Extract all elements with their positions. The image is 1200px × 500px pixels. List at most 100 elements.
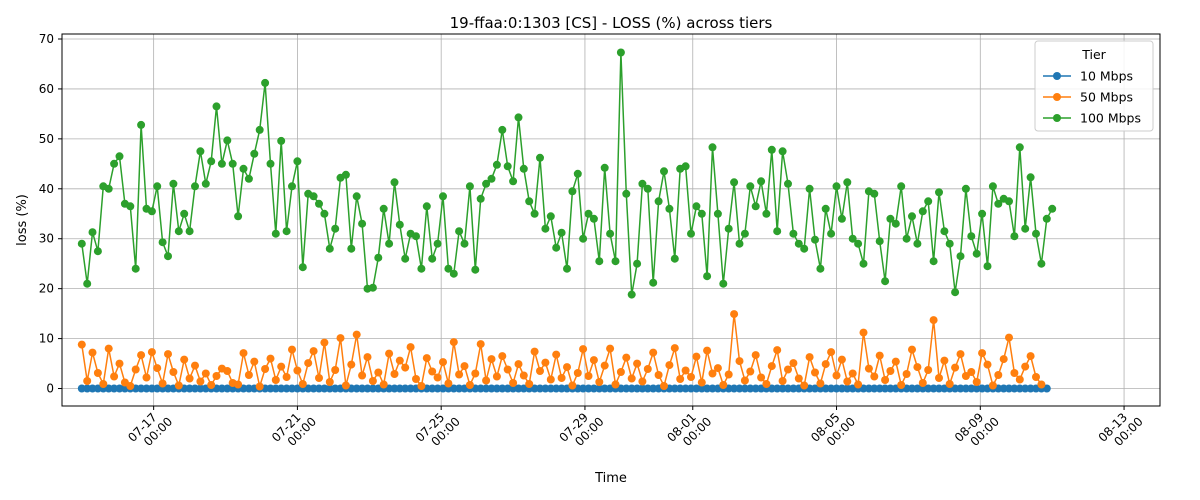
data-point	[713, 209, 722, 218]
data-point	[147, 348, 156, 357]
data-point	[293, 157, 302, 166]
data-point	[568, 187, 577, 196]
data-point	[83, 279, 92, 288]
data-point	[514, 113, 523, 122]
data-point	[778, 377, 787, 385]
data-point	[519, 164, 528, 173]
data-point	[196, 147, 205, 156]
data-point	[217, 159, 226, 168]
data-point	[924, 197, 933, 206]
data-point	[417, 382, 426, 390]
data-point	[573, 169, 582, 178]
plot-frame	[61, 33, 1161, 407]
data-point	[201, 179, 210, 188]
data-point	[541, 224, 550, 233]
data-point	[207, 381, 216, 389]
data-point	[552, 350, 561, 359]
data-point	[401, 363, 410, 372]
data-point	[417, 264, 426, 273]
data-point	[999, 355, 1008, 364]
data-point	[439, 192, 447, 201]
data-point	[277, 136, 286, 145]
data-point	[697, 209, 706, 218]
data-point	[568, 381, 577, 390]
legend-title: Tier	[1081, 47, 1106, 62]
data-point	[465, 381, 474, 389]
data-point	[455, 370, 464, 379]
data-point	[843, 377, 852, 386]
data-point	[379, 380, 388, 389]
data-point	[789, 229, 798, 238]
data-point	[315, 199, 323, 208]
data-point	[665, 361, 674, 370]
data-point	[811, 235, 819, 244]
data-point	[848, 369, 857, 378]
data-point	[525, 197, 534, 206]
data-point	[244, 174, 253, 183]
data-point	[180, 209, 189, 218]
data-point	[341, 170, 350, 179]
data-point	[967, 232, 976, 241]
data-point	[514, 360, 523, 369]
data-point	[994, 199, 1003, 208]
data-point	[390, 178, 399, 187]
data-point	[579, 345, 588, 354]
data-point	[584, 372, 593, 380]
data-point	[681, 366, 690, 375]
legend-label: 100 Mbps	[1080, 111, 1141, 126]
data-point	[228, 159, 237, 168]
data-point	[298, 380, 307, 388]
data-point	[379, 204, 388, 213]
data-point	[589, 214, 598, 223]
data-point	[983, 262, 992, 271]
data-point	[126, 202, 135, 211]
data-point	[352, 192, 361, 201]
data-point	[271, 376, 280, 384]
data-point	[422, 202, 431, 211]
data-point	[476, 194, 485, 203]
data-point	[972, 249, 981, 258]
data-point	[622, 353, 631, 362]
data-point	[250, 357, 259, 366]
data-point	[336, 334, 345, 343]
data-point	[751, 202, 760, 211]
data-point	[412, 375, 420, 383]
data-point	[681, 162, 690, 171]
data-point	[595, 257, 604, 266]
data-point	[395, 220, 404, 229]
data-point	[331, 224, 340, 233]
data-point	[660, 382, 668, 390]
data-point	[870, 372, 879, 381]
data-point	[374, 253, 383, 262]
data-point	[196, 377, 205, 386]
data-point	[978, 209, 987, 218]
data-point	[800, 244, 809, 253]
data-point	[719, 381, 728, 389]
data-point	[449, 338, 458, 347]
data-point	[536, 367, 544, 375]
data-point	[924, 366, 933, 374]
data-point	[498, 125, 507, 134]
data-point	[891, 219, 900, 228]
data-point	[956, 350, 965, 359]
data-point	[579, 234, 588, 243]
data-point	[827, 229, 836, 238]
data-point	[164, 350, 172, 359]
data-point	[643, 365, 652, 373]
data-point	[131, 365, 140, 374]
data-point	[816, 379, 825, 388]
data-point	[821, 360, 830, 369]
data-point	[1015, 143, 1024, 152]
data-point	[320, 209, 329, 218]
data-point	[266, 354, 275, 363]
data-point	[940, 227, 949, 236]
data-point	[654, 197, 663, 206]
data-point	[665, 204, 674, 213]
data-point	[358, 219, 367, 228]
data-point	[687, 229, 695, 238]
data-point	[223, 367, 232, 375]
data-point	[800, 381, 809, 390]
data-point	[724, 370, 733, 379]
data-point	[1037, 380, 1046, 389]
